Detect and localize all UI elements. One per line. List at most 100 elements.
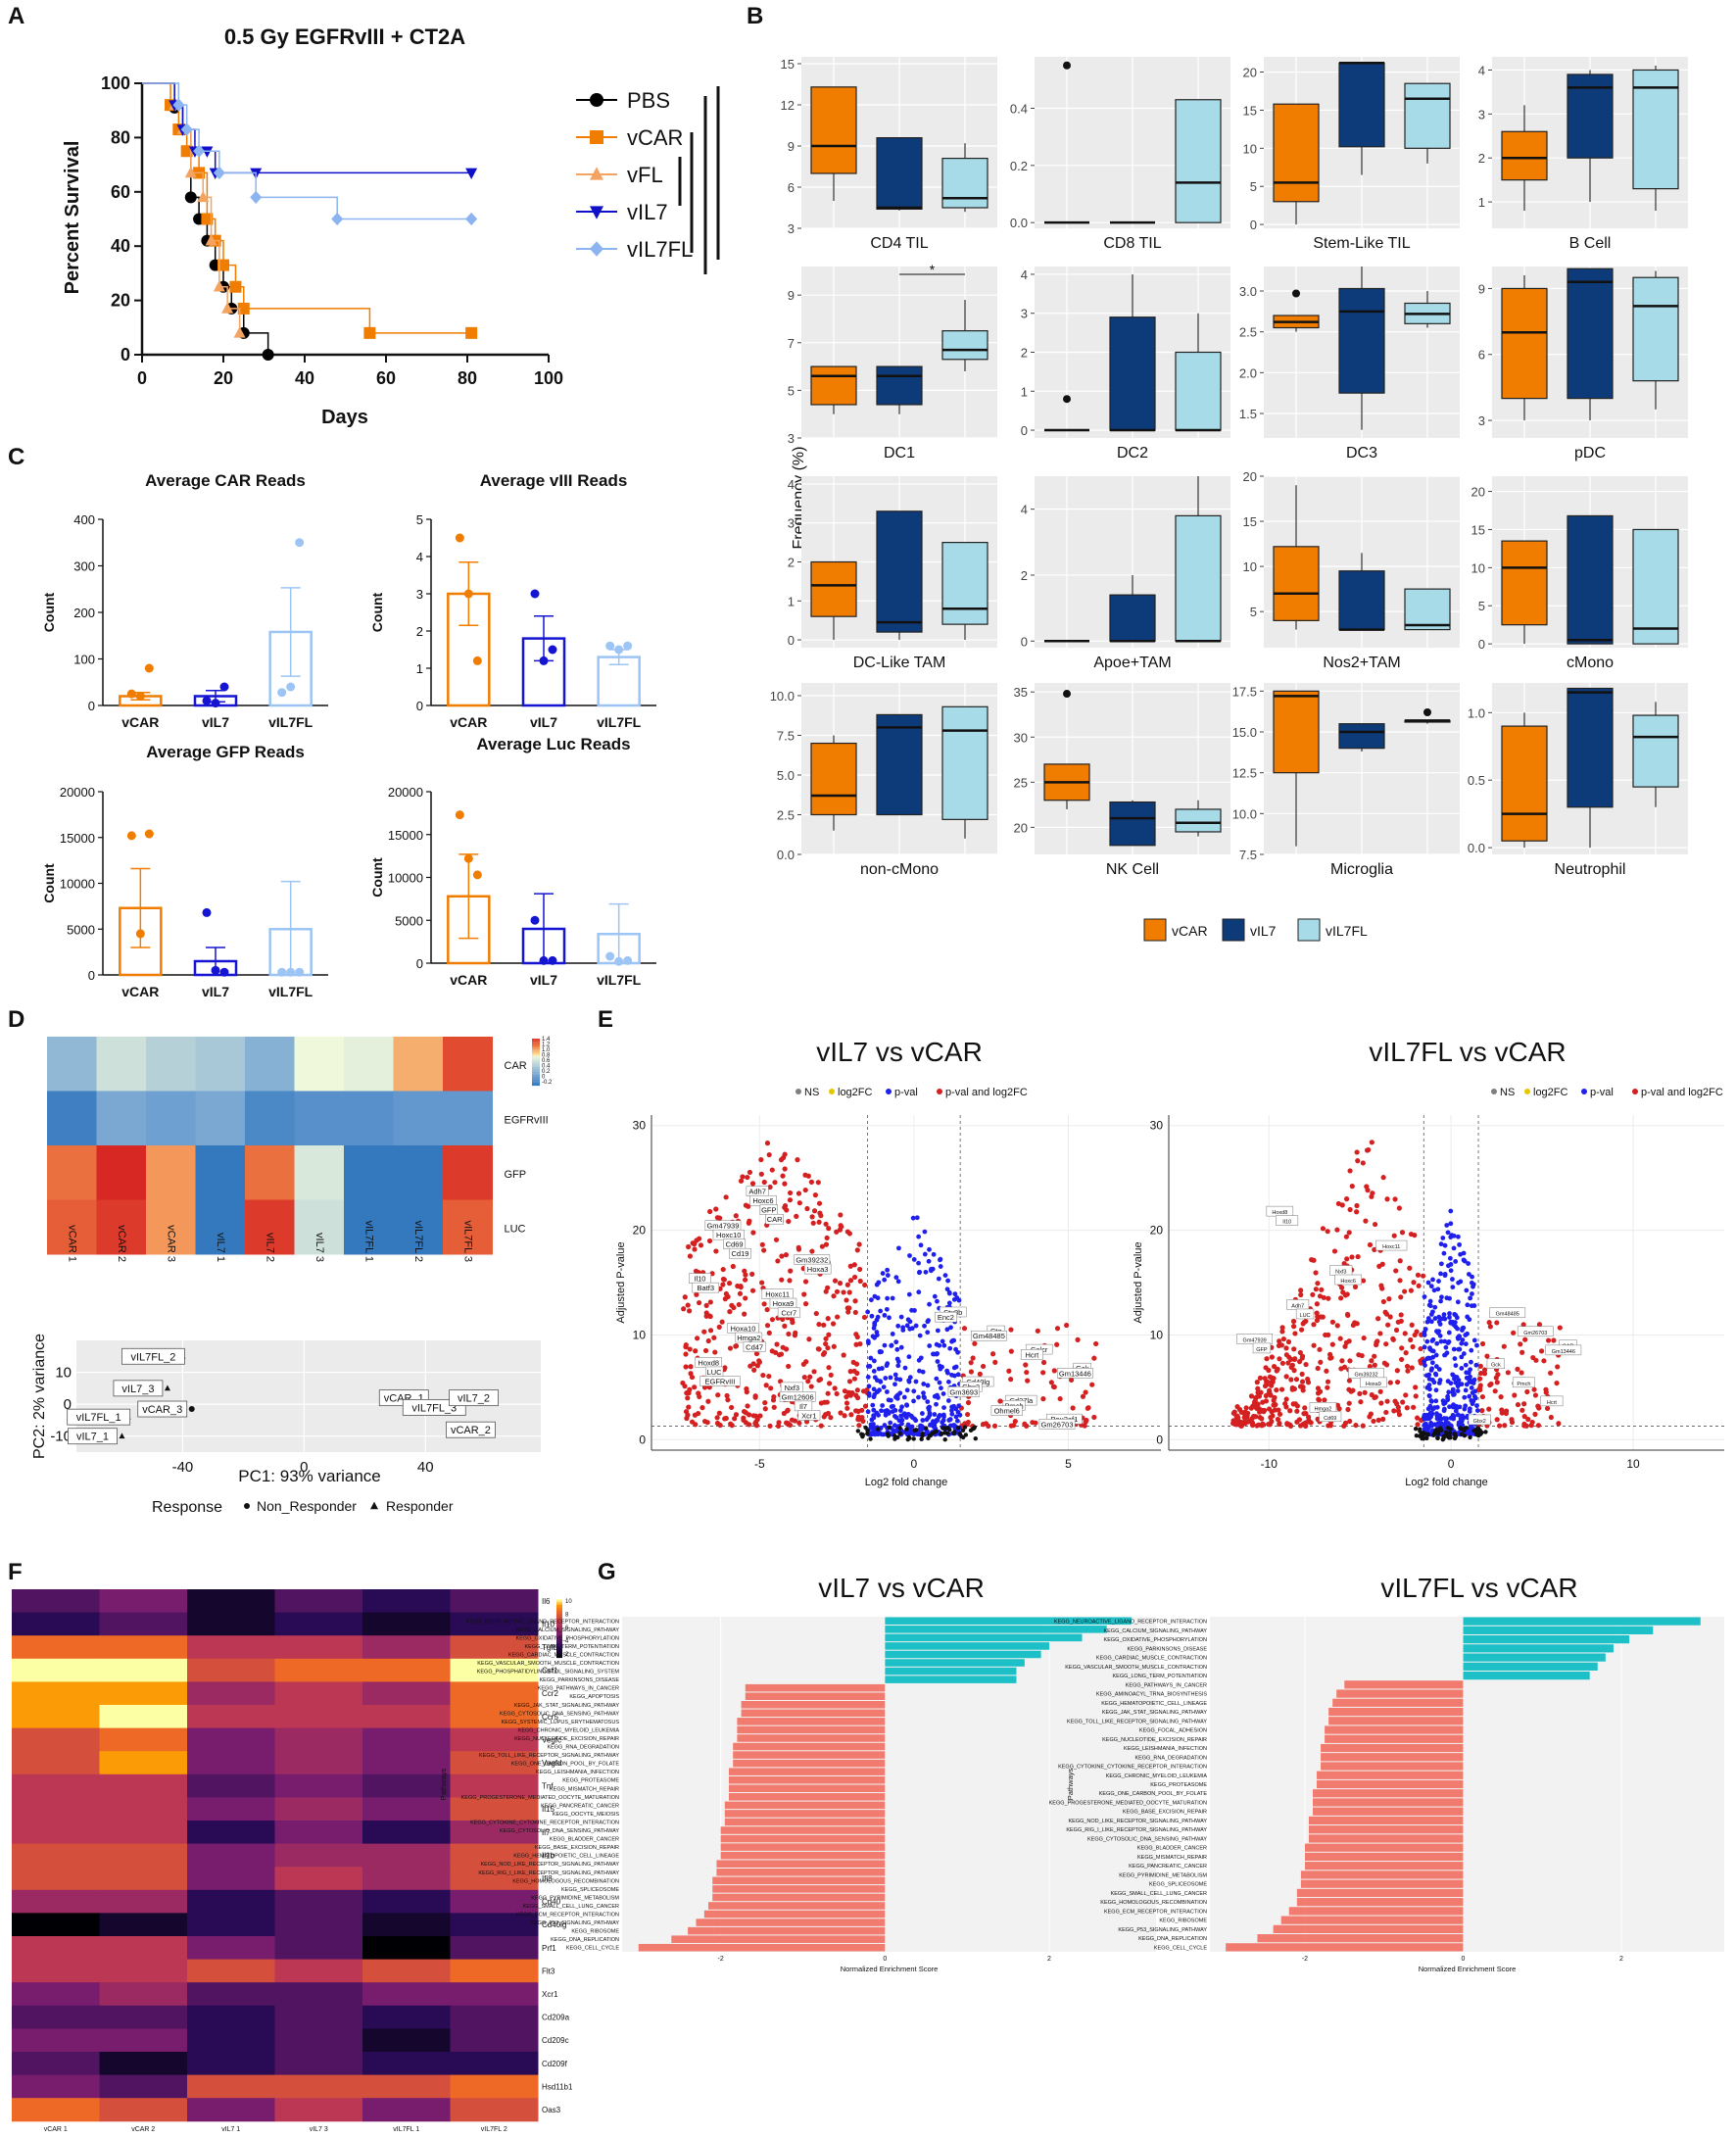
volcano-point	[901, 1411, 907, 1417]
volcano-point	[1557, 1325, 1563, 1331]
gsea-bar-negative	[1321, 1753, 1464, 1762]
legend-gradient	[556, 1649, 562, 1651]
heatmap-cell	[99, 1612, 188, 1636]
volcano-point	[742, 1268, 747, 1274]
gene-label: Gm13446	[1059, 1369, 1091, 1378]
legend-label: vIL7FL	[1326, 923, 1368, 939]
volcano-point	[787, 1197, 794, 1203]
heatmap-col-label: vCAR 1	[66, 1225, 77, 1262]
volcano-point	[1483, 1430, 1488, 1434]
gsea-bar-negative	[1308, 1816, 1464, 1825]
box-vil7fl	[1632, 276, 1679, 382]
y-tick-label: 0	[416, 699, 423, 713]
legend-gradient	[532, 1076, 540, 1079]
volcano-point	[874, 1410, 880, 1416]
volcano-point	[1338, 1366, 1344, 1372]
legend-marker	[590, 241, 603, 257]
data-point	[455, 810, 464, 820]
facet-label: CD8 TIL	[1103, 235, 1161, 252]
volcano-point	[859, 1407, 865, 1413]
gsea-bar-negative	[1304, 1862, 1464, 1870]
heatmap-row-label: EGFRvIII	[505, 1114, 549, 1126]
volcano-point	[740, 1174, 746, 1180]
volcano-point	[1411, 1404, 1417, 1410]
volcano-point	[927, 1246, 932, 1252]
volcano-point	[938, 1264, 943, 1269]
data-point	[472, 656, 482, 665]
y-tick-label: 3	[788, 221, 795, 236]
facet-label: Nos2+TAM	[1323, 655, 1400, 671]
volcano-point	[683, 1351, 689, 1357]
gsea-bar-negative	[712, 1876, 886, 1885]
volcano-point	[961, 1326, 968, 1332]
y-tick-label: 20	[1014, 820, 1028, 835]
pathway-label: KEGG_VASCULAR_SMOOTH_MUSCLE_CONTRACTION	[1065, 1665, 1207, 1671]
volcano-point	[1453, 1363, 1459, 1368]
y-tick-label: 6	[1478, 348, 1485, 363]
volcano-point	[1448, 1208, 1454, 1214]
legend-gradient	[532, 1055, 540, 1058]
box-vil7fl	[1175, 351, 1222, 431]
volcano-point	[1313, 1287, 1319, 1292]
volcano-point	[1429, 1360, 1435, 1366]
heatmap-cell	[274, 1867, 363, 1891]
gene-label: Gm39232	[796, 1256, 828, 1265]
legend-gradient	[556, 1602, 562, 1604]
volcano-point	[1349, 1184, 1355, 1190]
survival-point	[205, 234, 217, 246]
volcano-title: vIL7FL vs vCAR	[1369, 1037, 1566, 1067]
volcano-point	[796, 1420, 802, 1426]
volcano-point	[935, 1298, 940, 1304]
volcano-point	[690, 1240, 696, 1246]
volcano-point	[1263, 1392, 1269, 1399]
gene-label-box	[729, 1247, 751, 1259]
volcano-point	[826, 1365, 832, 1371]
volcano-point	[1554, 1380, 1560, 1386]
volcano-point	[1008, 1327, 1014, 1333]
volcano-point	[1544, 1405, 1551, 1411]
data-point	[211, 965, 220, 975]
heatmap-cell	[274, 1959, 363, 1983]
y-tick-label: 1	[788, 594, 795, 608]
volcano-point	[846, 1231, 852, 1237]
heatmap-cell	[362, 1635, 451, 1660]
volcano-point	[1316, 1396, 1322, 1402]
volcano-point	[1254, 1379, 1260, 1385]
box-vil7fl	[1632, 69, 1679, 190]
heatmap-cell	[294, 1037, 345, 1092]
volcano-point	[1325, 1229, 1330, 1235]
volcano-point	[909, 1307, 914, 1313]
data-point	[277, 967, 287, 977]
y-tick-label: 25	[1014, 775, 1028, 790]
volcano-point	[732, 1416, 738, 1422]
volcano-point	[922, 1323, 927, 1329]
volcano-point	[1469, 1303, 1474, 1309]
x-tick-label: 2	[1619, 1956, 1623, 1963]
volcano-point	[1433, 1398, 1439, 1404]
legend-label: p-val and log2FC	[945, 1087, 1028, 1098]
legend-gradient	[556, 1626, 562, 1627]
volcano-point	[865, 1374, 871, 1380]
volcano-point	[1391, 1233, 1397, 1238]
volcano-point	[712, 1349, 718, 1355]
volcano-point	[1346, 1230, 1352, 1236]
heatmap-cell	[99, 1658, 188, 1682]
data-point	[530, 915, 540, 925]
volcano-point	[934, 1376, 940, 1382]
pca-label-box	[67, 1408, 131, 1426]
y-tick-label: 3.0	[1239, 284, 1257, 299]
facet-label: B Cell	[1569, 235, 1612, 252]
volcano-point	[1460, 1337, 1466, 1342]
y-tick-label: 3	[788, 431, 795, 446]
heatmap-cell	[96, 1037, 147, 1092]
y-tick-label: 15.0	[1232, 725, 1257, 740]
volcano-point	[747, 1422, 752, 1428]
volcano-point	[1396, 1205, 1402, 1211]
y-tick-label: 0.2	[1010, 159, 1028, 173]
volcano-point	[828, 1415, 834, 1421]
volcano-point	[936, 1276, 941, 1282]
volcano-point	[1359, 1352, 1365, 1359]
box-vil7	[1109, 594, 1156, 642]
legend-gradient	[556, 1621, 562, 1624]
gene-label: Hoxa9	[1366, 1382, 1381, 1387]
